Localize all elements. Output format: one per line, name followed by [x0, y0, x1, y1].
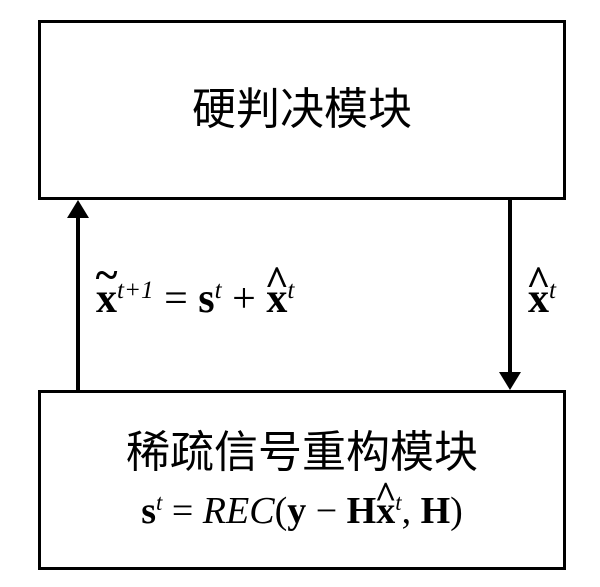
sparse-reconstruction-module-label: 稀疏信号重构模块	[126, 424, 478, 481]
eq-xhat3: x	[528, 275, 549, 323]
arrow-down-line	[508, 200, 512, 372]
eq-open: (	[275, 490, 288, 532]
hard-decision-module-label: 硬判决模块	[192, 81, 412, 138]
eq-s2-sup: t	[215, 277, 222, 304]
eq-eq: =	[154, 276, 199, 322]
eq-xhat: x	[376, 487, 395, 536]
eq-xhat-sup: t	[395, 490, 401, 515]
eq-s-sup: t	[156, 490, 162, 515]
eq-xhat3-sup: t	[549, 277, 556, 304]
arrow-up-head-icon	[67, 200, 89, 218]
eq-xtilde: x	[96, 275, 117, 323]
eq-rec: REC	[203, 490, 275, 532]
eq-s2: s	[198, 276, 214, 322]
right-equation: xt	[528, 275, 556, 323]
arrow-up-line	[76, 218, 80, 390]
diagram-canvas: 硬判决模块 稀疏信号重构模块 st = REC(y − Hxt, H) xt+1…	[0, 0, 600, 587]
eq-minus: −	[306, 490, 346, 532]
eq-s: s	[141, 490, 156, 532]
eq-H2: H	[421, 490, 451, 532]
eq-y: y	[287, 490, 306, 532]
arrow-down-head-icon	[499, 372, 521, 390]
eq-comma: ,	[402, 490, 421, 532]
sparse-reconstruction-module-box: 稀疏信号重构模块 st = REC(y − Hxt, H)	[38, 390, 566, 570]
bottom-equation: st = REC(y − Hxt, H)	[141, 487, 463, 536]
eq-equals: =	[162, 490, 202, 532]
left-equation: xt+1 = st + xt	[96, 275, 294, 323]
hard-decision-module-box: 硬判决模块	[38, 20, 566, 200]
eq-xtilde-sup: t+1	[117, 277, 154, 304]
eq-H1: H	[347, 490, 377, 532]
eq-plus: +	[222, 276, 267, 322]
eq-xhat2-sup: t	[287, 277, 294, 304]
eq-xhat2: x	[266, 275, 287, 323]
eq-close: )	[450, 490, 463, 532]
